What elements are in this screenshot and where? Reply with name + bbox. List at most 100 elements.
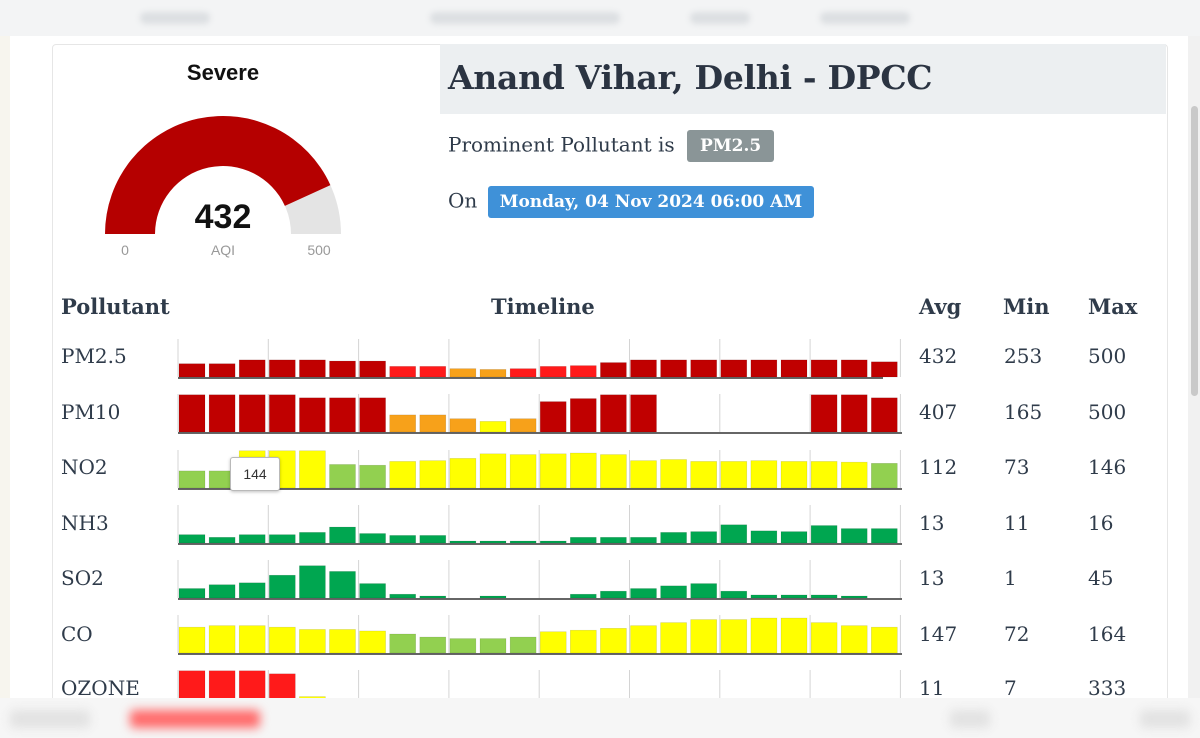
timeline-bar[interactable] xyxy=(720,590,748,599)
timeline-bar[interactable] xyxy=(299,359,326,378)
timeline-bar[interactable] xyxy=(269,534,296,544)
timeline-bar[interactable] xyxy=(539,453,567,489)
timeline-bar[interactable] xyxy=(569,537,597,544)
timeline-bar[interactable] xyxy=(539,631,567,654)
timeline-bar[interactable] xyxy=(810,594,838,599)
timeline-bar[interactable] xyxy=(690,583,718,599)
timeline-bar[interactable] xyxy=(600,590,627,599)
timeline-bar[interactable] xyxy=(539,401,567,433)
timeline-bar[interactable] xyxy=(389,414,416,433)
timeline-bar[interactable] xyxy=(630,588,657,599)
timeline-bar[interactable] xyxy=(630,460,657,489)
timeline-bar[interactable] xyxy=(569,452,597,489)
timeline-bar[interactable] xyxy=(840,528,868,544)
timeline-bar[interactable] xyxy=(449,540,477,544)
timeline-bar[interactable] xyxy=(750,460,778,489)
timeline-bar[interactable] xyxy=(870,463,898,489)
timeline-bar[interactable] xyxy=(539,366,567,378)
timeline-bar[interactable] xyxy=(479,638,507,654)
timeline-bar[interactable] xyxy=(238,625,266,654)
timeline-bar[interactable] xyxy=(660,622,687,654)
timeline-bar[interactable] xyxy=(299,397,326,433)
timeline-bar[interactable] xyxy=(389,535,416,544)
page-scrollbar[interactable] xyxy=(1188,36,1200,698)
timeline-bar[interactable] xyxy=(479,369,507,378)
timeline-bar[interactable] xyxy=(208,537,236,544)
timeline-bar[interactable] xyxy=(359,464,386,489)
timeline-bar[interactable] xyxy=(299,696,326,698)
timeline-bar[interactable] xyxy=(178,534,206,544)
timeline-bar[interactable] xyxy=(509,454,537,489)
timeline-bar[interactable] xyxy=(208,363,236,378)
timeline-bar[interactable] xyxy=(660,532,687,544)
timeline-bar[interactable] xyxy=(630,394,657,433)
timeline-bar[interactable] xyxy=(269,626,296,654)
timeline-bar[interactable] xyxy=(569,629,597,654)
timeline-bar[interactable] xyxy=(810,622,838,654)
timeline-bar[interactable] xyxy=(780,617,808,654)
timeline-bar[interactable] xyxy=(269,394,296,433)
timeline-bar[interactable] xyxy=(419,460,447,489)
timeline-bar[interactable] xyxy=(359,533,386,544)
timeline-bar[interactable] xyxy=(178,626,206,654)
timeline-bar[interactable] xyxy=(750,530,778,544)
timeline-bar[interactable] xyxy=(660,359,687,378)
timeline-bar[interactable] xyxy=(329,360,356,378)
timeline-bar[interactable] xyxy=(479,540,507,544)
timeline-bar[interactable] xyxy=(238,359,266,378)
timeline-bar[interactable] xyxy=(810,359,838,378)
timeline-bar[interactable] xyxy=(208,394,236,433)
timeline-bar[interactable] xyxy=(299,532,326,544)
timeline-bar[interactable] xyxy=(238,670,266,698)
timeline-bar[interactable] xyxy=(780,461,808,489)
timeline-bar[interactable] xyxy=(238,394,266,433)
timeline-bar[interactable] xyxy=(238,534,266,544)
timeline-bar[interactable] xyxy=(178,363,206,378)
timeline-bar[interactable] xyxy=(840,359,868,378)
timeline-bar[interactable] xyxy=(419,414,447,433)
timeline-bar[interactable] xyxy=(269,673,296,698)
timeline-bar[interactable] xyxy=(389,366,416,378)
timeline-bar[interactable] xyxy=(419,636,447,654)
timeline-bar[interactable] xyxy=(329,571,356,599)
timeline-bar[interactable] xyxy=(840,625,868,654)
timeline-bar[interactable] xyxy=(359,360,386,378)
timeline-bar[interactable] xyxy=(690,461,718,489)
timeline-bar[interactable] xyxy=(720,359,748,378)
timeline-bar[interactable] xyxy=(359,397,386,433)
timeline-bar[interactable] xyxy=(870,528,898,544)
timeline-bar[interactable] xyxy=(208,584,236,599)
timeline-bar[interactable] xyxy=(840,595,868,599)
timeline-bar[interactable] xyxy=(720,619,748,654)
timeline-bar[interactable] xyxy=(389,633,416,654)
timeline-bar[interactable] xyxy=(840,461,868,489)
timeline-bar[interactable] xyxy=(269,359,296,378)
scrollbar-thumb[interactable] xyxy=(1191,106,1198,396)
timeline-bar[interactable] xyxy=(630,625,657,654)
timeline-bar[interactable] xyxy=(479,595,507,599)
timeline-bar[interactable] xyxy=(419,535,447,544)
timeline-bar[interactable] xyxy=(750,594,778,599)
timeline-bar[interactable] xyxy=(178,470,206,489)
timeline-bar[interactable] xyxy=(870,397,898,433)
timeline-bar[interactable] xyxy=(208,625,236,654)
timeline-bar[interactable] xyxy=(539,540,567,544)
timeline-bar[interactable] xyxy=(178,588,206,599)
timeline-bar[interactable] xyxy=(660,585,687,599)
timeline-bar[interactable] xyxy=(178,670,206,698)
timeline-bar[interactable] xyxy=(600,627,627,654)
timeline-bar[interactable] xyxy=(780,359,808,378)
timeline-bar[interactable] xyxy=(690,531,718,544)
timeline-bar[interactable] xyxy=(509,540,537,544)
timeline-bar[interactable] xyxy=(299,565,326,599)
timeline-bar[interactable] xyxy=(389,461,416,489)
timeline-bar[interactable] xyxy=(569,593,597,599)
timeline-bar[interactable] xyxy=(780,594,808,599)
timeline-bar[interactable] xyxy=(329,397,356,433)
timeline-bar[interactable] xyxy=(660,459,687,489)
timeline-bar[interactable] xyxy=(690,619,718,654)
timeline-bar[interactable] xyxy=(720,524,748,544)
timeline-bar[interactable] xyxy=(750,617,778,654)
timeline-bar[interactable] xyxy=(178,394,206,433)
timeline-bar[interactable] xyxy=(600,394,627,433)
